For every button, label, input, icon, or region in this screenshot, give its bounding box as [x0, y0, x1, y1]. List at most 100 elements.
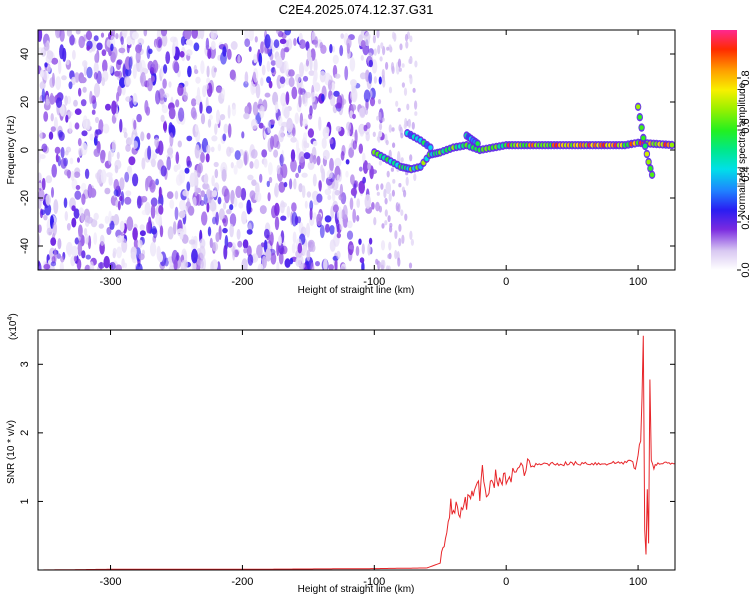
- heatmap-cell: [206, 77, 211, 84]
- heatmap-cell: [327, 79, 333, 91]
- heatmap-cell: [99, 234, 105, 247]
- heatmap-cell: [43, 42, 50, 51]
- heatmap-cell: [125, 67, 132, 77]
- heatmap-cell: [358, 107, 366, 119]
- y-tick-label: 3: [19, 361, 31, 367]
- heatmap-cell: [401, 82, 405, 88]
- heatmap-cell: [257, 263, 264, 270]
- heatmap-cell: [279, 153, 284, 167]
- heatmap-cell: [51, 57, 59, 65]
- heatmap-cell: [64, 211, 69, 221]
- heatmap-cell: [329, 43, 333, 54]
- heatmap-cell: [229, 69, 236, 81]
- heatmap-cell: [93, 232, 98, 245]
- heatmap-cell: [321, 168, 326, 182]
- heatmap-cell: [355, 245, 360, 257]
- heatmap-cell: [266, 180, 270, 188]
- heatmap-cell: [65, 59, 70, 66]
- heatmap-cell: [362, 160, 369, 174]
- heatmap-cell: [377, 134, 381, 143]
- heatmap-cell: [293, 178, 297, 190]
- heatmap-cell: [215, 109, 221, 125]
- heatmap-cell: [113, 179, 120, 192]
- snr-plot-area: [38, 330, 675, 570]
- heatmap-cell: [241, 131, 245, 139]
- signal-cell: [646, 159, 651, 165]
- x-tick-label: 100: [629, 276, 647, 288]
- heatmap-cell: [346, 37, 352, 49]
- heatmap-cell: [194, 185, 198, 197]
- heatmap-cell: [259, 173, 263, 183]
- heatmap-cell: [361, 261, 365, 270]
- heatmap-cell: [98, 223, 105, 229]
- heatmap-cell: [60, 157, 67, 169]
- x-tick-label: -200: [231, 576, 253, 588]
- heatmap-cell: [264, 34, 271, 49]
- heatmap-cell: [400, 157, 404, 163]
- x-tick-label: -300: [100, 276, 122, 288]
- heatmap-cell: [106, 227, 112, 235]
- heatmap-cell: [359, 72, 367, 80]
- heatmap-cell: [301, 185, 306, 199]
- heatmap-cell: [39, 154, 46, 160]
- heatmap-cell: [59, 44, 65, 60]
- heatmap-cell: [252, 68, 259, 83]
- heatmap-cell: [138, 253, 145, 261]
- heatmap-cell: [292, 231, 297, 244]
- heatmap-cell: [244, 38, 251, 47]
- heatmap-cell: [89, 133, 94, 141]
- heatmap-cell: [130, 251, 136, 260]
- heatmap-cell: [304, 91, 312, 99]
- heatmap-cell: [221, 169, 227, 182]
- heatmap-cell: [64, 95, 68, 106]
- heatmap-cell: [329, 157, 334, 172]
- heatmap-cell: [267, 120, 271, 134]
- colorbar-ticks: 0.0 0.2 0.4 0.6 0.8: [737, 70, 750, 278]
- heatmap-cell: [283, 181, 288, 188]
- heatmap-cell: [246, 199, 252, 215]
- heatmap-cell: [350, 174, 355, 185]
- heatmap-cell: [192, 196, 197, 207]
- heatmap-cell: [279, 38, 287, 44]
- heatmap-cell: [206, 202, 210, 213]
- heatmap-cell: [85, 254, 92, 260]
- heatmap-cell: [38, 233, 41, 249]
- heatmap-cell: [73, 99, 78, 107]
- heatmap-cell: [385, 139, 389, 146]
- heatmap-cell: [227, 241, 233, 248]
- heatmap-cell: [166, 191, 174, 200]
- heatmap-cell: [205, 153, 210, 163]
- heatmap-cell: [410, 238, 414, 246]
- heatmap-cell: [129, 166, 133, 181]
- heatmap-cell: [66, 223, 71, 231]
- heatmap-cell: [135, 263, 143, 270]
- heatmap-cell: [157, 140, 164, 156]
- heatmap-cell: [184, 30, 192, 40]
- heatmap-cell: [160, 30, 168, 37]
- heatmap-cell: [86, 216, 93, 224]
- heatmap-cell: [333, 90, 340, 97]
- heatmap-cell: [373, 76, 377, 84]
- heatmap-cell: [172, 221, 177, 235]
- heatmap-cell: [406, 103, 410, 111]
- heatmap-cell: [175, 99, 180, 108]
- heatmap-cell: [209, 237, 213, 249]
- heatmap-cell: [173, 259, 178, 270]
- heatmap-cell: [71, 245, 79, 258]
- heatmap-cell: [376, 191, 380, 196]
- heatmap-cell: [378, 160, 382, 166]
- heatmap-cell: [200, 60, 205, 75]
- heatmap-cell: [253, 53, 257, 64]
- heatmap-cell: [140, 195, 148, 203]
- heatmap-cell: [303, 152, 311, 160]
- heatmap-cell: [388, 124, 392, 133]
- snr-y-ticks: 1 2 3: [19, 361, 675, 504]
- heatmap-cell: [291, 202, 297, 213]
- heatmap-cell: [158, 186, 162, 199]
- heatmap-cell: [74, 237, 80, 245]
- heatmap-cell: [132, 140, 139, 149]
- heatmap-cell: [50, 261, 57, 267]
- heatmap-cell: [244, 71, 249, 85]
- heatmap-cell: [350, 104, 357, 111]
